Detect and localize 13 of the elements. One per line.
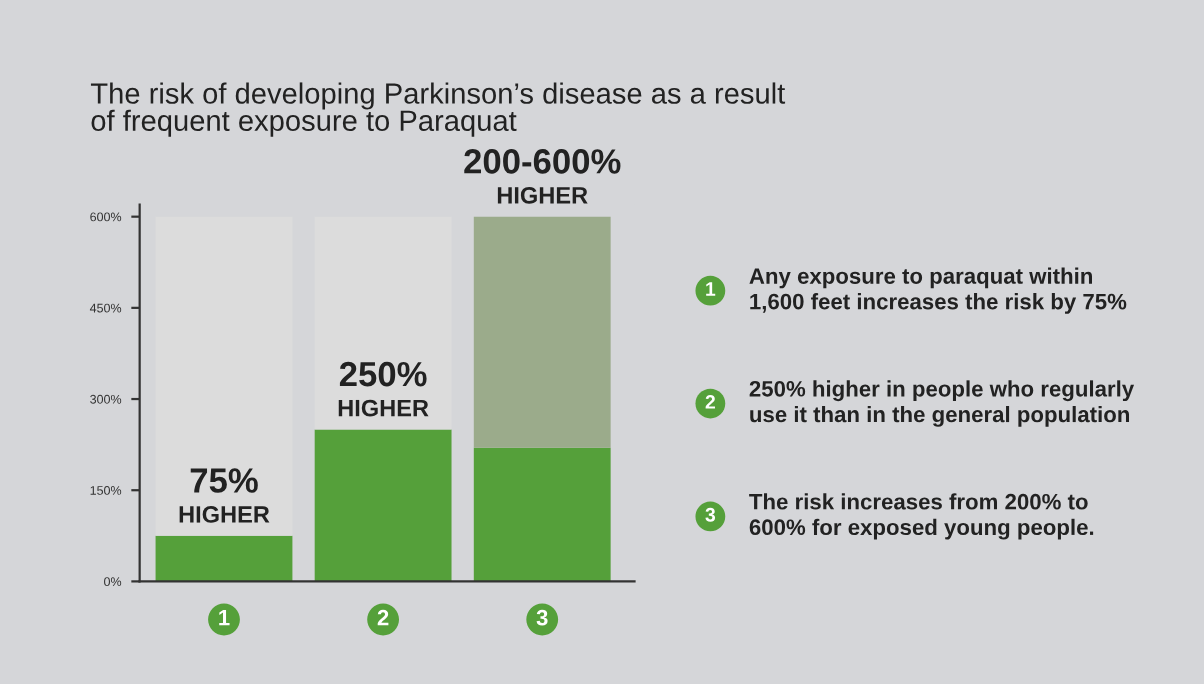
chart-title: The risk of developing Parkinson’s disease as a result of frequent exposure to Paraquat: [90, 82, 786, 137]
annotation: 75% HIGHER: [179, 468, 270, 523]
x-tick-label: 2: [377, 609, 389, 626]
category-label: 2: [705, 395, 715, 409]
annotation: 200-600% HIGHER: [464, 149, 621, 204]
category-label: 3: [705, 507, 716, 522]
category-label: 1: [706, 282, 716, 296]
text: Any exposure to paraquat within 1,600 feet increases the risk by 75%: [749, 267, 1127, 314]
annotation: 250% HIGHER: [338, 361, 429, 417]
x-tick-label: 1: [219, 609, 230, 626]
x-tick-label: 3: [536, 609, 548, 626]
text: The risk increases from 200% to 600% for exposed young people.: [749, 493, 1094, 540]
text: 250% higher in people who regularly use it than in the general population: [749, 380, 1135, 427]
